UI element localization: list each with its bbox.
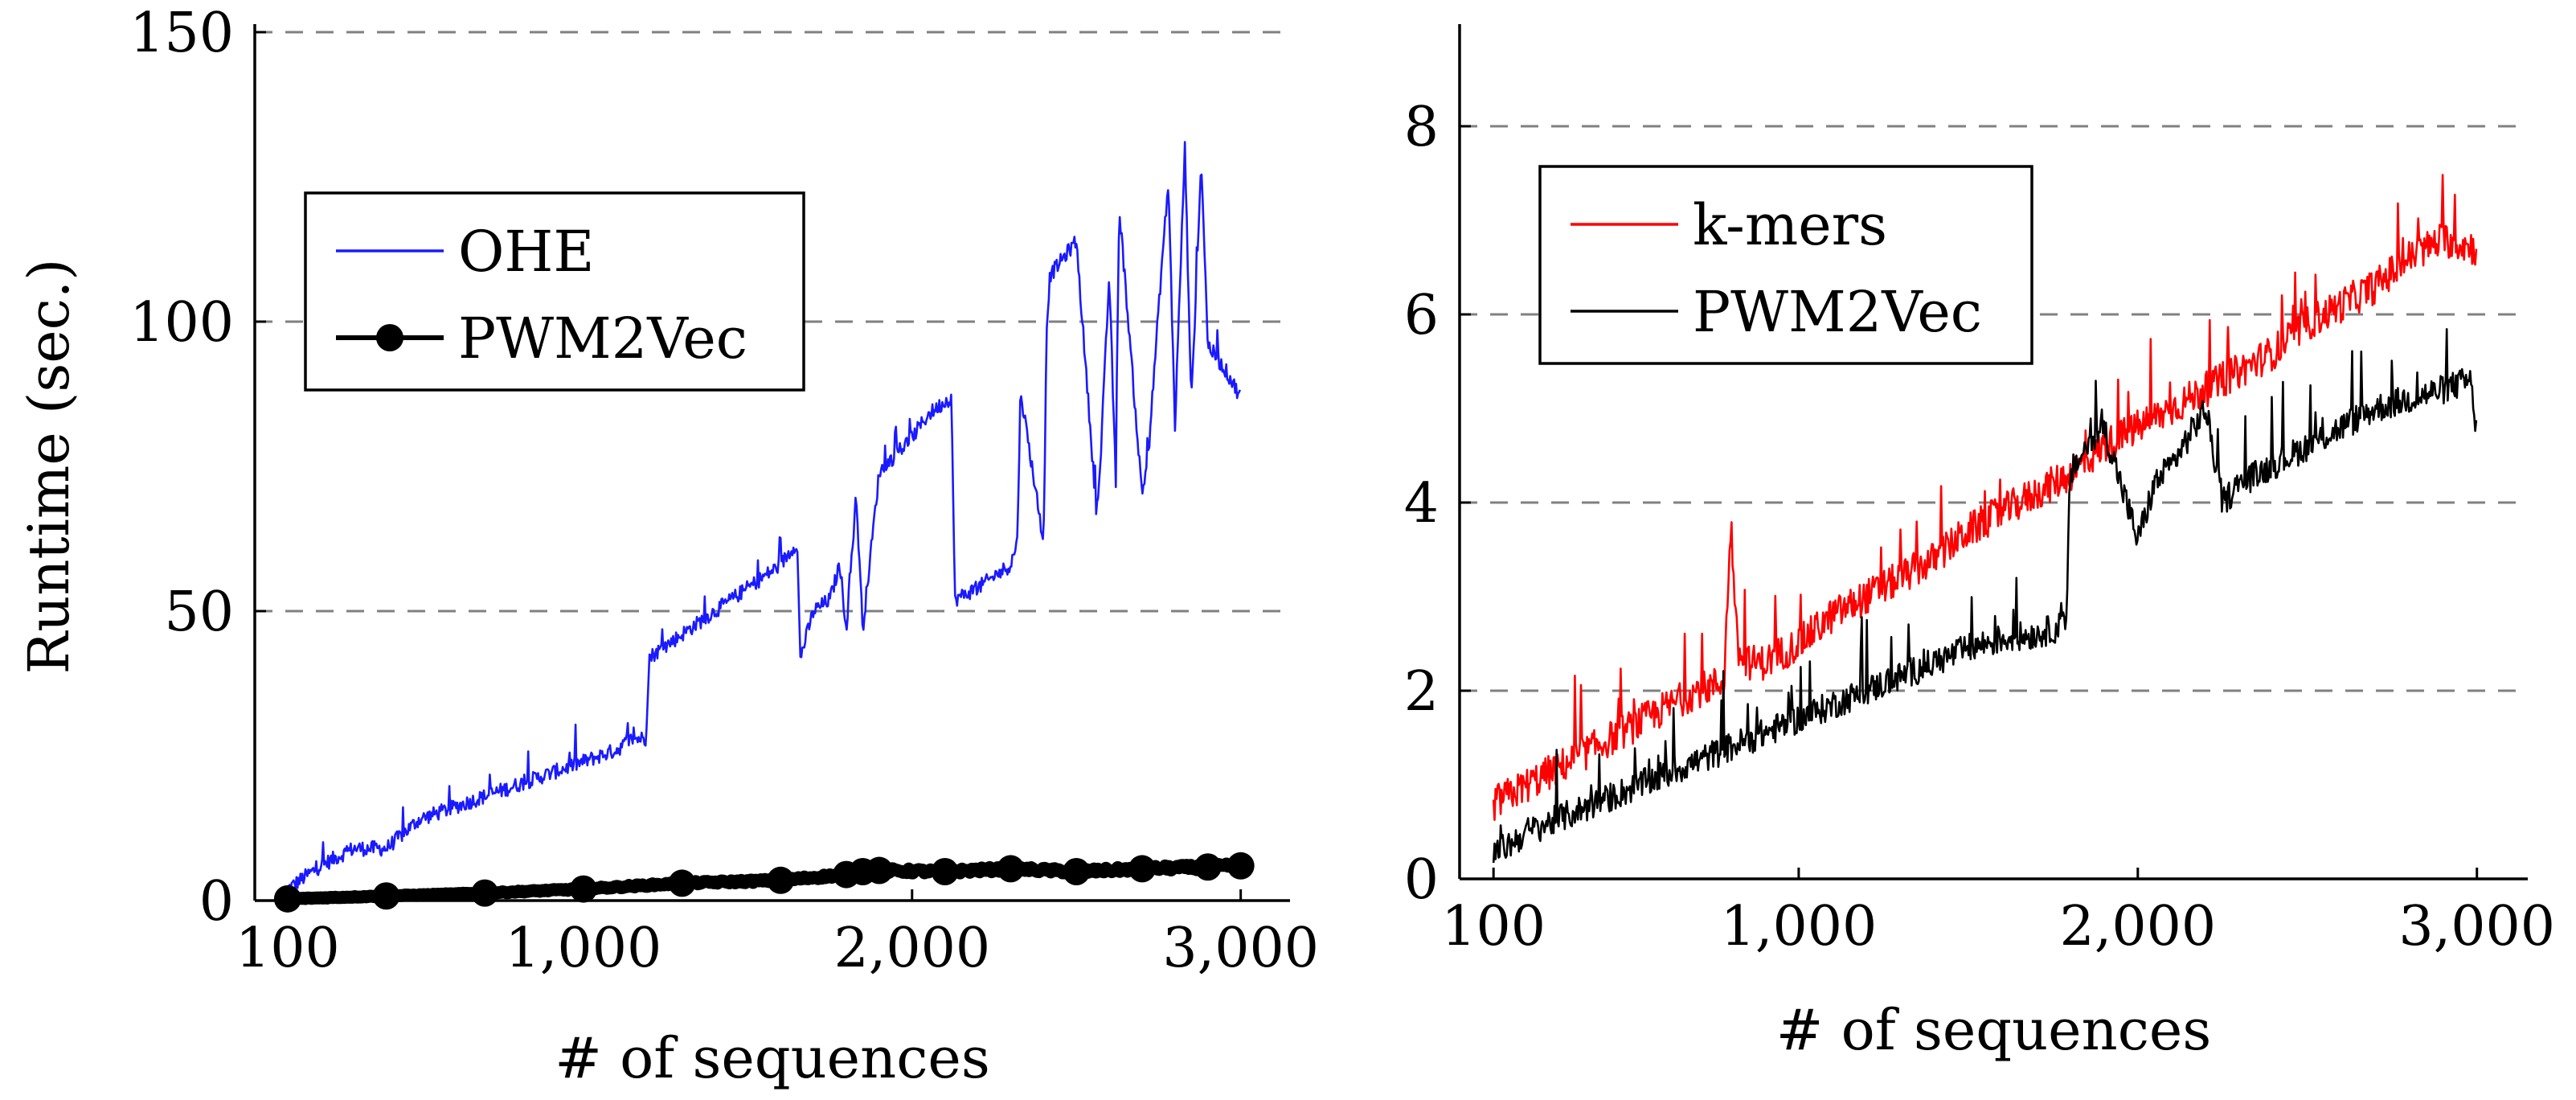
y-tick-label: 50 (164, 581, 234, 644)
data-point (767, 866, 795, 894)
x-tick-label: 3,000 (1162, 917, 1319, 980)
series-ohe (287, 141, 1242, 893)
legend-label-pwm2vec: PWM2Vec (458, 306, 747, 371)
y-tick-label: 100 (129, 291, 234, 355)
data-point (471, 879, 499, 907)
x-axis-label: # of sequences (1776, 997, 2212, 1063)
x-tick-label: 2,000 (833, 917, 990, 980)
series-k-mers (1492, 174, 2478, 821)
legend-box (1538, 165, 2033, 365)
series-pwm2vec-line (1492, 328, 2478, 864)
legend-label-k-mers: k-mers (1693, 192, 1887, 258)
legend-label-ohe: OHE (458, 219, 595, 285)
data-point (865, 856, 893, 885)
series-pwm2vec (273, 852, 1255, 913)
data-point (1128, 855, 1156, 883)
data-point (668, 869, 696, 897)
chart-2: 0 2 4 6 8 100 1,000 2,000 3,000 # of sequences k-m… (1404, 24, 2555, 1063)
y-tick-label: 6 (1404, 284, 1439, 347)
chart-1: 0 50 100 150 100 1,000 2,000 3,000 # of sequence… (16, 2, 1319, 1091)
x-tick-label: 1,000 (506, 917, 662, 980)
y-tick-label: 150 (129, 2, 234, 65)
series-pwm2vec (1492, 328, 2478, 864)
series-k-mers-line (1492, 174, 2478, 821)
x-axis-label: # of sequences (555, 1025, 990, 1091)
data-point (1063, 858, 1091, 885)
series-ohe-line (287, 141, 1242, 893)
y-tick-label: 2 (1404, 660, 1439, 724)
legend: OHE PWM2Vec (304, 191, 805, 392)
legend-box (304, 191, 805, 392)
y-axis-label: Runtime (sec.) (16, 259, 82, 675)
data-point (372, 882, 400, 910)
data-point (931, 858, 959, 885)
y-tick-label: 0 (1404, 848, 1439, 912)
y-tick-label: 4 (1404, 472, 1439, 536)
series-pwm2vec-line (281, 857, 1247, 905)
data-point (1194, 853, 1222, 881)
data-point (569, 875, 597, 903)
data-point (273, 885, 301, 913)
x-tick-label: 2,000 (2059, 895, 2216, 958)
x-tick-label: 100 (235, 917, 340, 980)
legend-label-pwm2vec: PWM2Vec (1693, 279, 1982, 345)
legend-marker-pwm2vec (376, 324, 403, 351)
x-tick-label: 1,000 (1721, 895, 1878, 958)
data-point (997, 855, 1025, 883)
data-point (1227, 852, 1255, 880)
y-tick-label: 0 (199, 870, 234, 934)
x-tick-label: 3,000 (2398, 895, 2555, 958)
x-tick-label: 100 (1441, 895, 1546, 958)
legend: k-mers PWM2Vec (1538, 165, 2033, 365)
y-tick-label: 8 (1404, 96, 1439, 159)
